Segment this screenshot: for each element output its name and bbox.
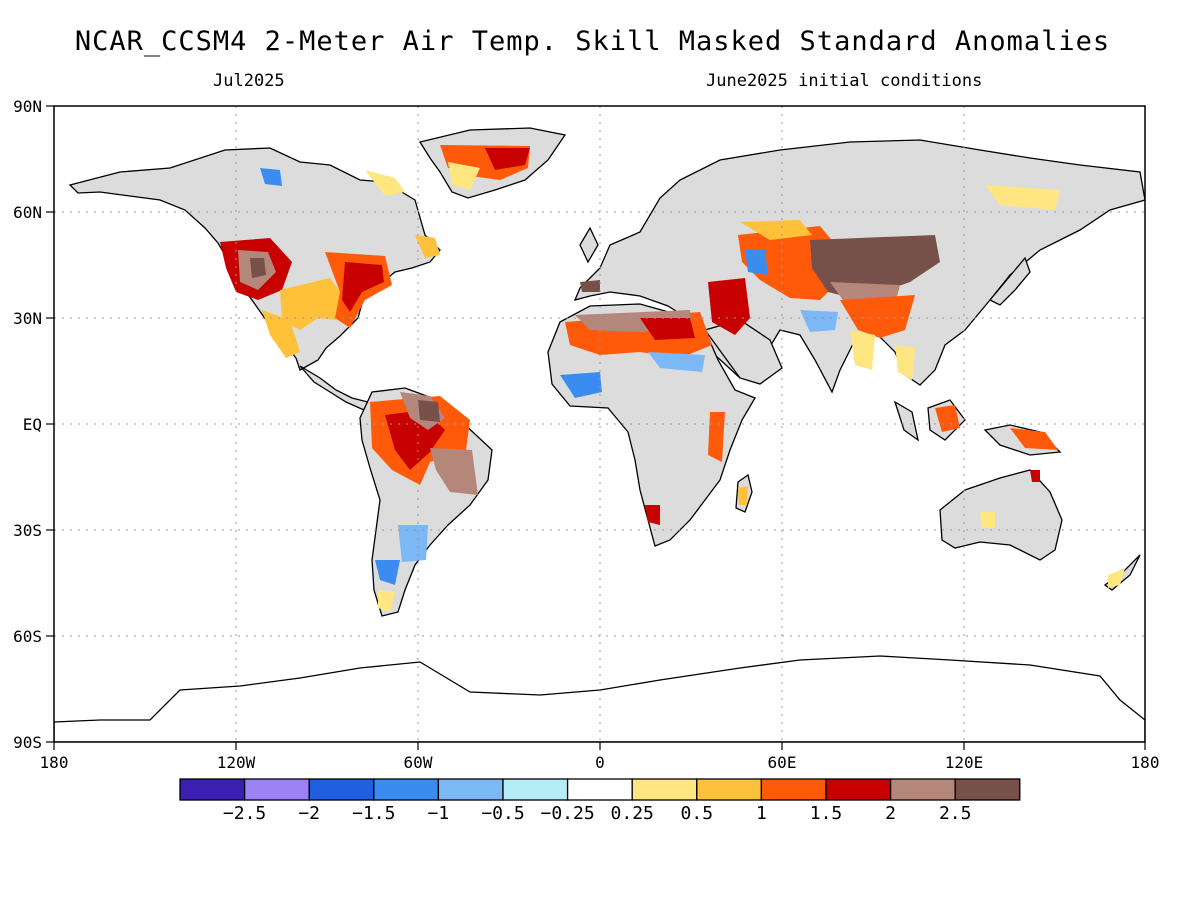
lat-label-30s: 30S	[13, 521, 42, 540]
anomaly-siberia	[985, 185, 1060, 210]
colorbar-label: 2.5	[939, 803, 972, 824]
colorbar: −2.5 −2 −1.5 −1 −0.5 −0.25 0.25 0.5 1 1.5 2 2.5	[179, 778, 1021, 824]
anomaly-sa-brown-2	[430, 448, 478, 495]
colorbar-label: 1.5	[810, 803, 843, 824]
anomaly-caspian-cool	[745, 250, 768, 275]
anomaly-kazakh-yellow	[740, 220, 812, 240]
anomaly-new-zealand	[1108, 568, 1125, 588]
lat-label-60n: 60N	[13, 203, 42, 222]
gridlines	[54, 106, 1145, 742]
lon-label-0: 0	[595, 753, 605, 772]
lat-label-eq: EQ	[23, 415, 42, 434]
anomaly-europe	[580, 280, 600, 292]
colorbar-label: 2	[885, 803, 896, 824]
anomaly-na-central	[280, 278, 346, 330]
anomaly-greenland-red	[485, 148, 530, 170]
anomaly-india	[850, 330, 875, 370]
colorbar-swatch	[437, 778, 504, 801]
lat-label-60s: 60S	[13, 627, 42, 646]
anomaly-australia-ne	[1030, 470, 1040, 482]
anomaly-australia	[980, 512, 995, 528]
lon-label-60w: 60W	[404, 753, 433, 772]
lon-label-120e: 120E	[945, 753, 984, 772]
map-body	[54, 106, 1145, 742]
colorbar-label: 0.5	[681, 803, 714, 824]
colorbar-swatch	[760, 778, 827, 801]
anomaly-south-africa	[645, 505, 660, 525]
anomaly-sa-dark	[418, 400, 440, 422]
anomaly-na-east-red	[342, 262, 384, 312]
anomaly-greenland-yellow	[448, 162, 480, 190]
lat-label-90s: 90S	[13, 733, 42, 752]
colorbar-label: 0.25	[611, 803, 654, 824]
colorbar-swatch	[179, 778, 246, 801]
japan-land	[988, 256, 1031, 306]
anomaly-china	[840, 295, 915, 338]
anomaly-layer	[220, 145, 1125, 612]
anomaly-sahel-cool	[648, 352, 705, 372]
anomaly-sa-cool	[398, 525, 428, 562]
colorbar-label: −0.25	[541, 803, 595, 824]
colorbar-swatch	[696, 778, 763, 801]
latitude-labels: 90N 60N 30N EQ 30S 60S 90S	[13, 97, 42, 752]
anomaly-na-canada	[365, 170, 405, 196]
anomaly-na-quebec	[415, 235, 440, 258]
lon-label-60e: 60E	[768, 753, 797, 772]
colorbar-swatch	[825, 778, 892, 801]
colorbar-label: −1	[428, 803, 450, 824]
anomaly-west-africa-cool	[560, 372, 602, 398]
anomaly-na-arctic-cool	[260, 168, 282, 186]
map-title: NCAR_CCSM4 2-Meter Air Temp. Skill Maske…	[74, 26, 1111, 57]
axis-ticks	[46, 105, 1146, 750]
indonesia-land	[893, 399, 1062, 456]
initial-conditions: June2025 initial conditions	[706, 71, 983, 91]
forecast-month: Jul2025	[213, 71, 285, 91]
lat-label-30n: 30N	[13, 309, 42, 328]
colorbar-swatch	[631, 778, 698, 801]
colorbar-label: −2.5	[223, 803, 266, 824]
lon-label-180w: 180	[40, 753, 69, 772]
colorbar-swatch	[373, 778, 440, 801]
anomaly-sa-cool-2	[375, 560, 400, 585]
anomaly-middle-east	[708, 278, 750, 335]
lon-label-120w: 120W	[217, 753, 256, 772]
longitude-labels: 180 120W 60W 0 60E 120E 180	[40, 753, 1160, 772]
anomaly-vietnam	[895, 345, 915, 380]
central-america-land	[299, 365, 369, 411]
anomaly-borneo	[935, 405, 960, 432]
colorbar-swatch	[502, 778, 569, 801]
colorbar-swatch	[566, 778, 633, 801]
uk-land	[579, 226, 599, 264]
anomaly-sahara-red	[640, 318, 695, 340]
colorbar-swatch	[889, 778, 956, 801]
colorbar-label: −0.5	[481, 803, 524, 824]
anomaly-na-west-dark	[250, 258, 266, 278]
anomaly-tibet-cool	[800, 310, 838, 332]
colorbar-label: −1.5	[352, 803, 395, 824]
colorbar-swatch	[243, 778, 310, 801]
australia-land	[939, 469, 1063, 561]
anomaly-new-guinea	[1010, 428, 1058, 450]
lat-label-90n: 90N	[13, 97, 42, 116]
anomaly-east-africa	[708, 412, 725, 462]
anomaly-na-southwest	[262, 310, 300, 358]
colorbar-swatch	[954, 778, 1021, 801]
lon-label-180e: 180	[1131, 753, 1160, 772]
anomaly-sa-south	[378, 590, 395, 612]
colorbar-swatch	[308, 778, 375, 801]
colorbar-label: 1	[756, 803, 767, 824]
colorbar-label: −2	[298, 803, 320, 824]
anomaly-madagascar	[738, 486, 748, 505]
